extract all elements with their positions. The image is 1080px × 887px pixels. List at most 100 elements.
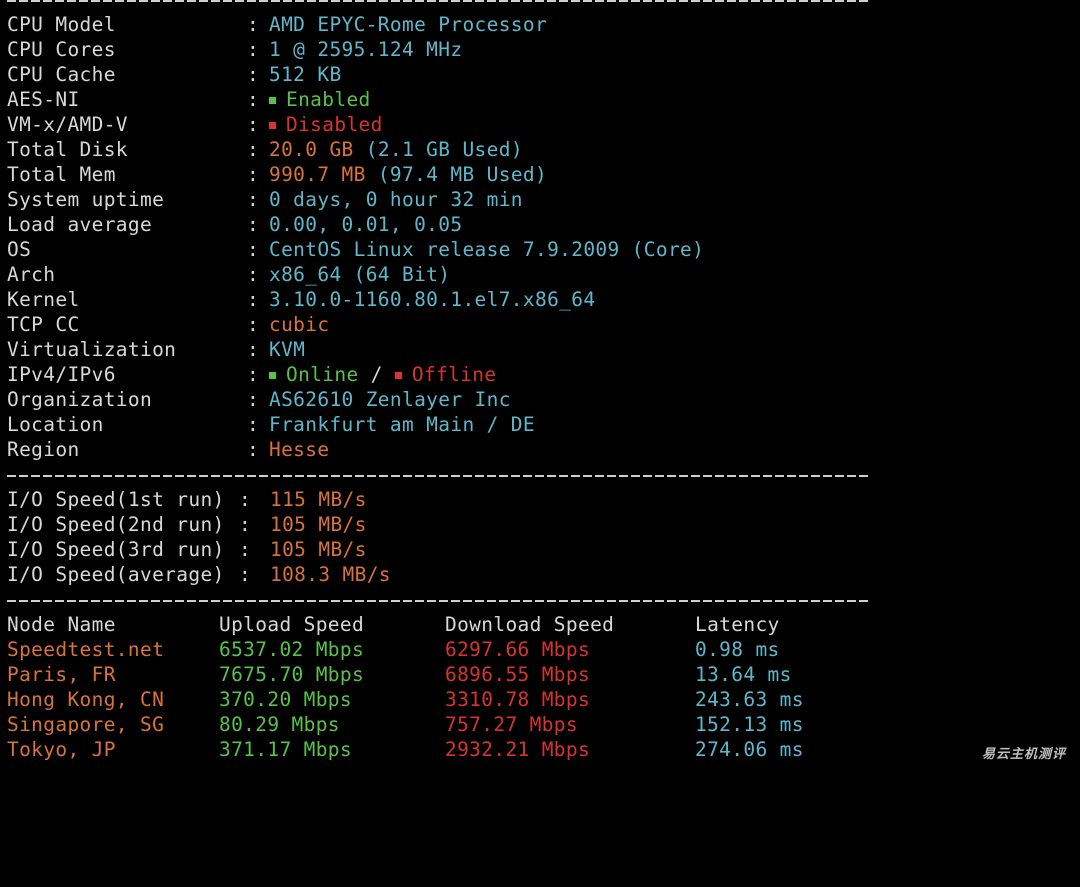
info-label: Organization	[7, 388, 153, 411]
info-label: AES-NI	[7, 88, 80, 111]
info-separator: :	[247, 263, 260, 286]
info-separator: :	[247, 138, 260, 161]
info-row-kernel: Kernel : 3.10.0-1160.80.1.el7.x86_64	[7, 287, 595, 312]
latency: 243.63 ms	[695, 688, 804, 711]
info-label: System uptime	[7, 188, 165, 211]
latency: 13.64 ms	[695, 663, 792, 686]
info-value: 3.10.0-1160.80.1.el7.x86_64	[269, 288, 596, 311]
info-row-total-disk: Total Disk : 20.0 GB (2.1 GB Used)	[7, 137, 523, 162]
io-row-3rd: I/O Speed(3rd run) : 105 MB/s	[7, 537, 366, 562]
ip-slash: /	[370, 363, 383, 386]
info-value: 1 @ 2595.124 MHz	[269, 38, 463, 61]
top-divider	[7, 0, 869, 2]
latency: 152.13 ms	[695, 713, 804, 736]
info-label: CPU Cores	[7, 38, 116, 61]
info-separator: :	[247, 113, 260, 136]
info-row-location: Location : Frankfurt am Main / DE	[7, 412, 535, 437]
io-value: 115 MB/s	[270, 488, 367, 511]
info-row-ipv4-ipv6: IPv4/IPv6 : Online / Offline	[7, 362, 496, 387]
info-row-aes-ni: AES-NI : Enabled	[7, 87, 370, 112]
status-square-icon	[269, 372, 276, 379]
info-label: IPv4/IPv6	[7, 363, 116, 386]
info-label: VM-x/AMD-V	[7, 113, 128, 136]
io-row-1st: I/O Speed(1st run) : 115 MB/s	[7, 487, 366, 512]
header-download-speed: Download Speed	[445, 613, 615, 636]
disk-used: (2.1 GB Used)	[365, 138, 523, 161]
info-value: AMD EPYC-Rome Processor	[269, 13, 548, 36]
download-speed: 2932.21 Mbps	[445, 738, 591, 761]
disk-total: 20.0 GB	[269, 138, 354, 161]
io-label: I/O Speed(2nd run)	[7, 513, 225, 536]
ipv6-status: Offline	[411, 363, 497, 386]
info-row-vmx: VM-x/AMD-V : Disabled	[7, 112, 382, 137]
node-name: Singapore, SG	[7, 713, 165, 736]
speedtest-row: Speedtest.net 6537.02 Mbps 6297.66 Mbps …	[7, 637, 779, 662]
info-row-cpu-cores: CPU Cores : 1 @ 2595.124 MHz	[7, 37, 462, 62]
status-square-icon	[269, 122, 276, 129]
info-label: Region	[7, 438, 80, 461]
upload-speed: 370.20 Mbps	[219, 688, 352, 711]
info-separator: :	[247, 213, 260, 236]
speedtest-row: Singapore, SG 80.29 Mbps 757.27 Mbps 152…	[7, 712, 803, 737]
info-row-load-average: Load average : 0.00, 0.01, 0.05	[7, 212, 462, 237]
mem-used: (97.4 MB Used)	[377, 163, 548, 186]
info-label: CPU Cache	[7, 63, 116, 86]
download-speed: 6297.66 Mbps	[445, 638, 591, 661]
io-label: I/O Speed(1st run)	[7, 488, 225, 511]
info-label: Location	[7, 413, 104, 436]
upload-speed: 7675.70 Mbps	[219, 663, 365, 686]
info-value: x86_64 (64 Bit)	[269, 263, 451, 286]
info-row-organization: Organization : AS62610 Zenlayer Inc	[7, 387, 510, 412]
header-upload-speed: Upload Speed	[219, 613, 365, 636]
node-name: Hong Kong, CN	[7, 688, 165, 711]
info-value: cubic	[269, 313, 330, 336]
aes-status-text: Enabled	[286, 88, 371, 111]
info-label: Arch	[7, 263, 56, 286]
info-value: CentOS Linux release 7.9.2009 (Core)	[269, 238, 705, 261]
download-speed: 3310.78 Mbps	[445, 688, 591, 711]
status-square-icon	[394, 372, 402, 379]
ipv4-status: Online	[286, 363, 359, 386]
speedtest-header-row: Node Name Upload Speed Download Speed La…	[7, 612, 779, 637]
info-separator: :	[247, 313, 260, 336]
info-separator: :	[247, 38, 260, 61]
info-value: Online / Offline	[269, 362, 496, 387]
info-separator: :	[247, 388, 260, 411]
header-latency: Latency	[695, 613, 780, 636]
io-value: 105 MB/s	[270, 538, 367, 561]
upload-speed: 6537.02 Mbps	[219, 638, 365, 661]
download-speed: 6896.55 Mbps	[445, 663, 591, 686]
info-label: CPU Model	[7, 13, 116, 36]
io-row-2nd: I/O Speed(2nd run) : 105 MB/s	[7, 512, 366, 537]
info-separator: :	[247, 363, 260, 386]
info-label: Virtualization	[7, 338, 177, 361]
io-separator: :	[239, 563, 252, 586]
speedtest-divider	[7, 600, 869, 602]
io-separator: :	[239, 538, 252, 561]
info-row-uptime: System uptime : 0 days, 0 hour 32 min	[7, 187, 523, 212]
info-value: Enabled	[269, 87, 371, 112]
io-value: 105 MB/s	[270, 513, 367, 536]
status-square-icon	[269, 97, 276, 104]
info-value: KVM	[269, 338, 306, 361]
upload-speed: 80.29 Mbps	[219, 713, 340, 736]
info-value: Frankfurt am Main / DE	[269, 413, 535, 436]
info-separator: :	[247, 288, 260, 311]
upload-speed: 371.17 Mbps	[219, 738, 352, 761]
latency: 274.06 ms	[695, 738, 804, 761]
info-separator: :	[247, 188, 260, 211]
info-separator: :	[247, 13, 260, 36]
speedtest-row: Paris, FR 7675.70 Mbps 6896.55 Mbps 13.6…	[7, 662, 791, 687]
info-row-tcp-cc: TCP CC : cubic	[7, 312, 329, 337]
info-label: Total Disk	[7, 138, 128, 161]
info-value: 512 KB	[269, 63, 342, 86]
info-separator: :	[247, 238, 260, 261]
info-row-cpu-cache: CPU Cache : 512 KB	[7, 62, 341, 87]
io-label: I/O Speed(3rd run)	[7, 538, 225, 561]
io-value: 108.3 MB/s	[270, 563, 391, 586]
info-row-region: Region : Hesse	[7, 437, 329, 462]
watermark-text: 易云主机测评	[981, 747, 1066, 762]
info-label: OS	[7, 238, 32, 261]
info-value: 0.00, 0.01, 0.05	[269, 213, 463, 236]
info-row-arch: Arch : x86_64 (64 Bit)	[7, 262, 450, 287]
